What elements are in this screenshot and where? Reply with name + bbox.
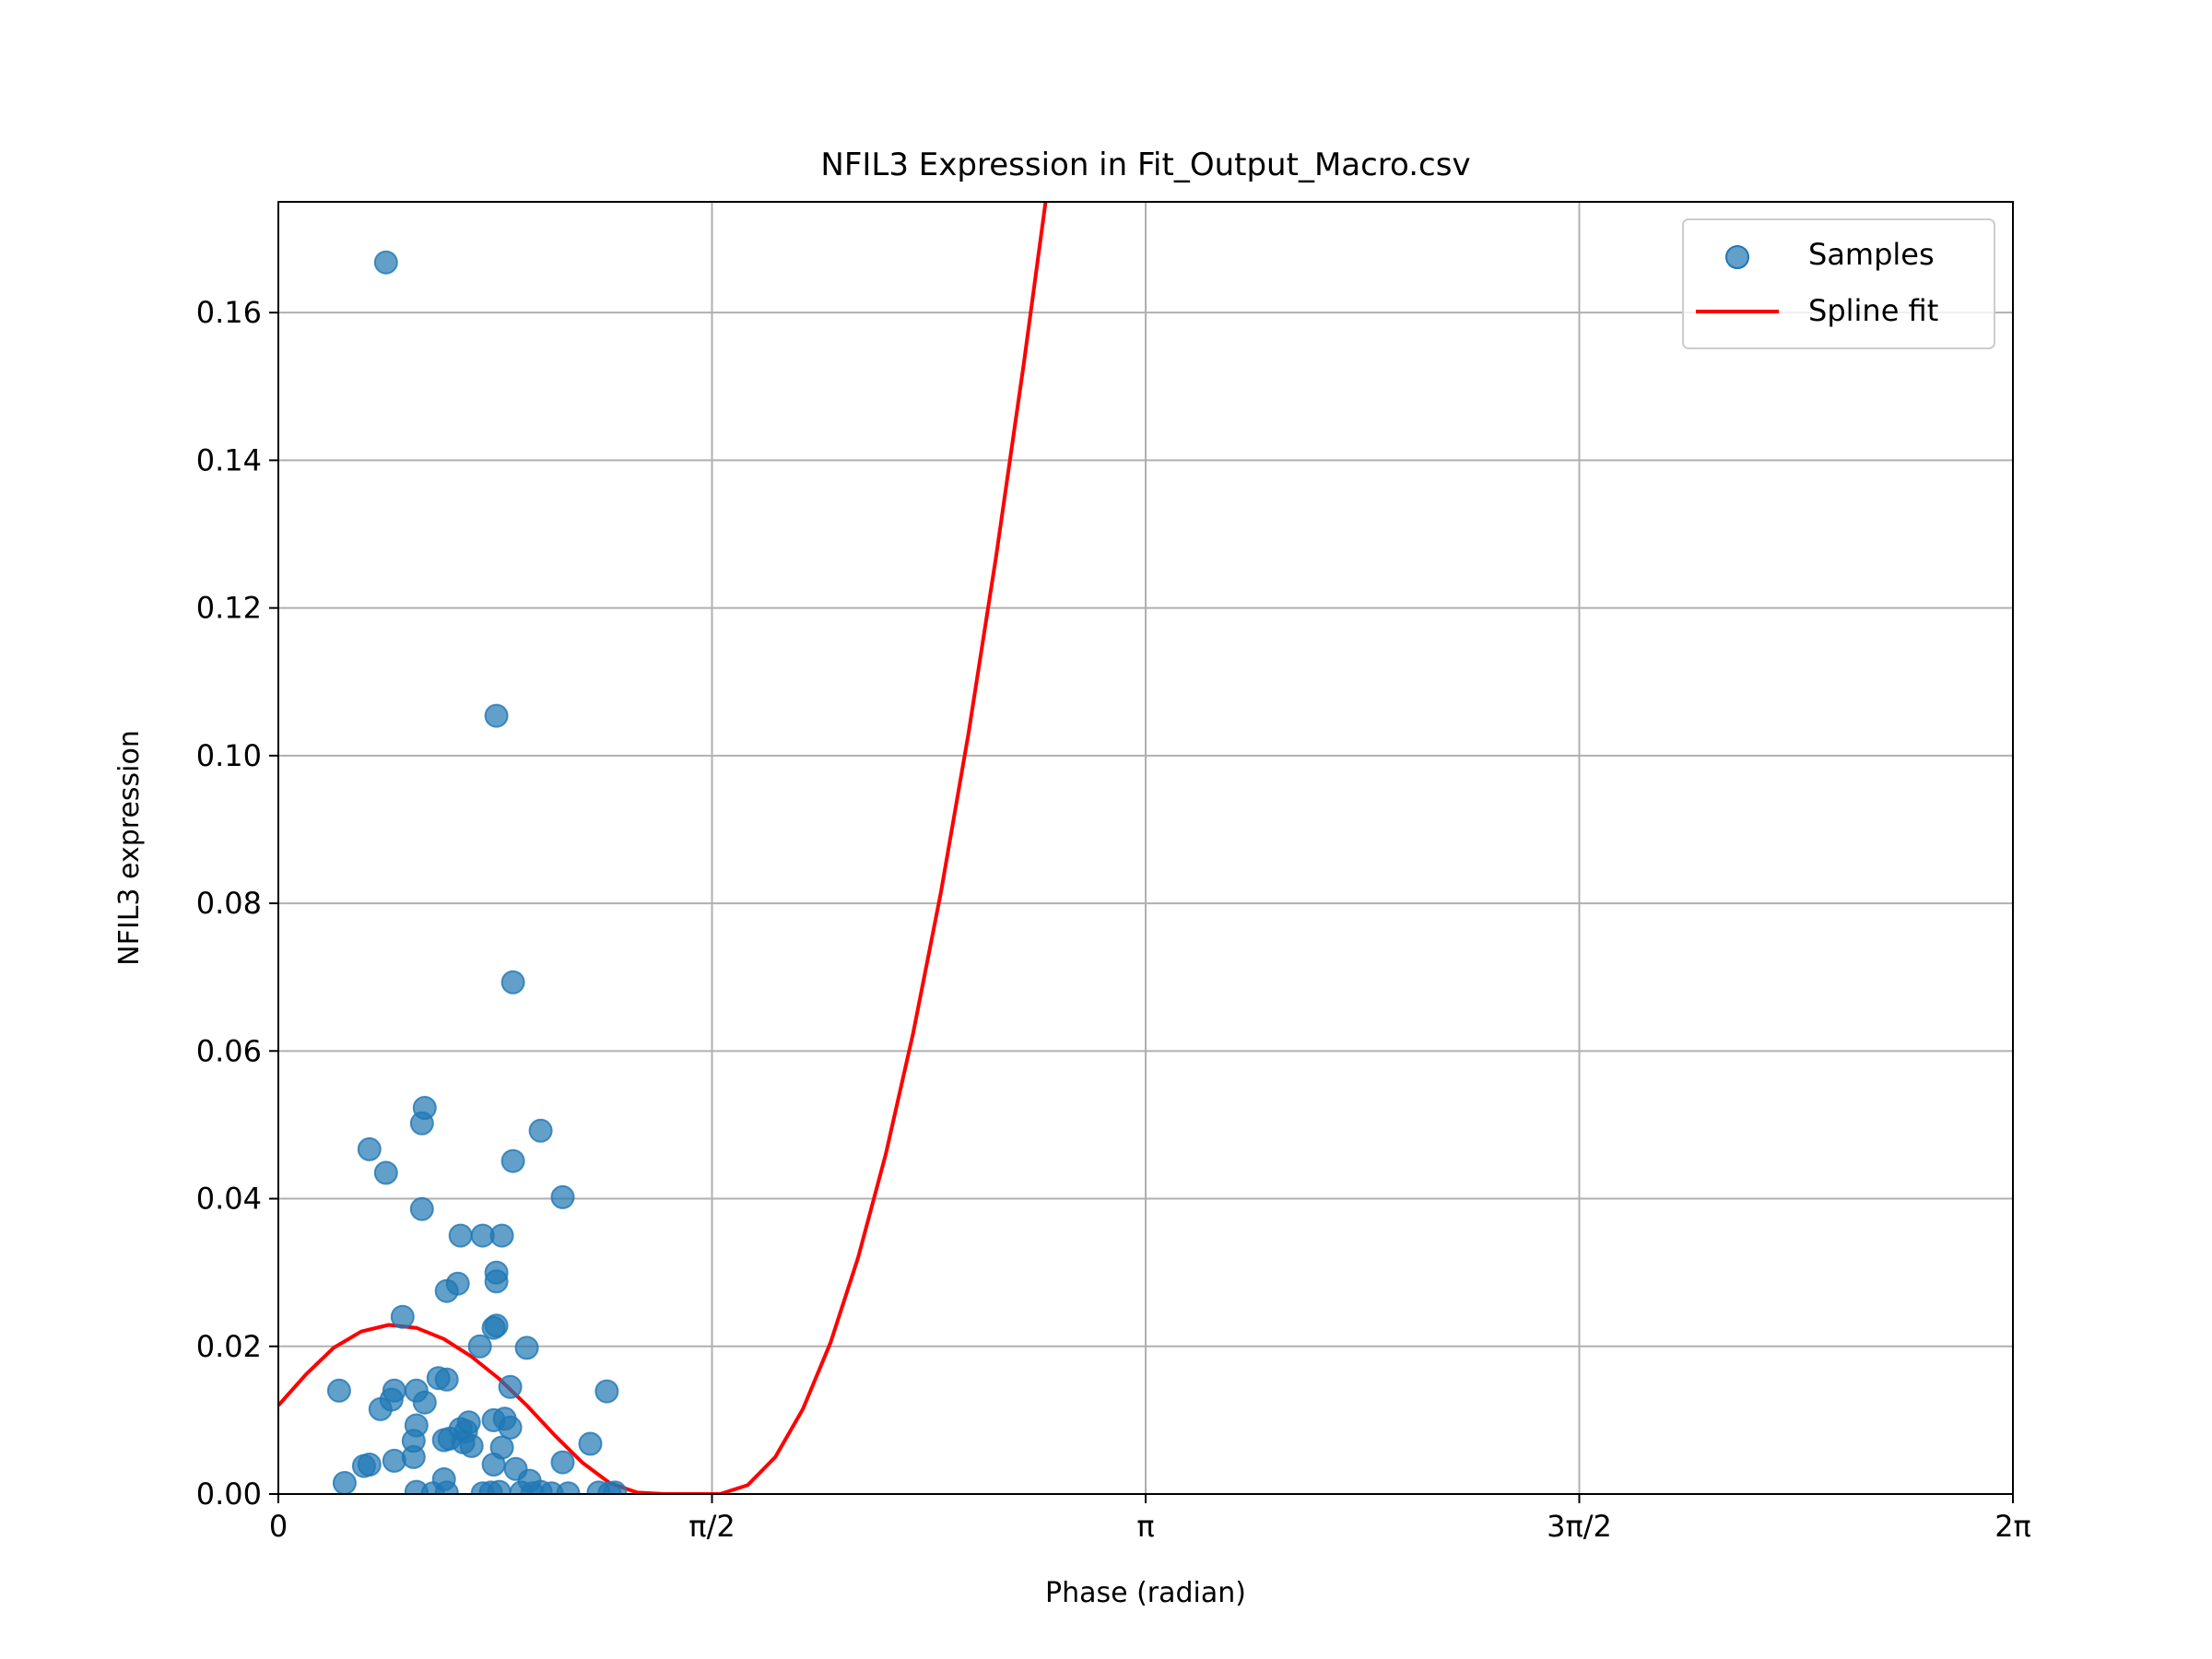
- sample-point: [481, 1453, 506, 1477]
- sample-point: [373, 1160, 398, 1185]
- sample-point: [459, 1433, 484, 1458]
- y-tick-label: 0.06: [196, 1033, 262, 1068]
- sample-point: [484, 1269, 509, 1294]
- x-tick-label: π/2: [688, 1509, 735, 1544]
- sample-point: [514, 1335, 539, 1360]
- sample-point: [326, 1378, 351, 1403]
- sample-point: [500, 1148, 525, 1173]
- sample-point: [528, 1118, 553, 1143]
- sample-point: [498, 1374, 523, 1399]
- legend-frame: [1682, 218, 1995, 349]
- legend-samples-marker: [1725, 245, 1749, 269]
- x-tick-label: 2π: [1994, 1509, 2031, 1544]
- sample-point: [434, 1480, 459, 1494]
- legend: Samples Spline fit: [1682, 218, 1995, 349]
- sample-point: [594, 1379, 619, 1404]
- legend-samples-label: Samples: [1808, 237, 1935, 272]
- y-tick-label: 0.10: [196, 738, 262, 773]
- sample-point: [498, 1415, 523, 1440]
- sample-point: [434, 1367, 459, 1392]
- sample-point: [489, 1223, 514, 1248]
- sample-point: [550, 1184, 575, 1209]
- y-tick-label: 0.02: [196, 1329, 262, 1364]
- x-axis: 0 π/2 π 3π/2 2π: [269, 1494, 2031, 1544]
- sample-point: [603, 1480, 628, 1494]
- sample-point: [484, 703, 509, 728]
- sample-point: [412, 1390, 437, 1415]
- legend-spline-label: Spline fit: [1808, 293, 1938, 328]
- sample-point: [434, 1278, 459, 1303]
- sample-point: [467, 1334, 492, 1359]
- sample-point: [550, 1450, 575, 1475]
- sample-point: [412, 1096, 437, 1120]
- chart-title: NFIL3 Expression in Fit_Output_Macro.csv: [820, 147, 1470, 183]
- sample-point: [373, 250, 398, 275]
- sample-point: [481, 1315, 506, 1340]
- sample-point: [401, 1444, 426, 1469]
- sample-point: [500, 970, 525, 994]
- y-axis-label: NFIL3 expression: [113, 730, 146, 966]
- x-axis-label: Phase (radian): [1045, 1577, 1246, 1609]
- sample-point: [382, 1448, 406, 1473]
- y-tick-label: 0.12: [196, 591, 262, 626]
- sample-point: [390, 1304, 415, 1329]
- sample-point: [332, 1471, 357, 1494]
- y-tick-label: 0.00: [196, 1477, 262, 1512]
- scatter-series: [326, 250, 628, 1494]
- y-tick-label: 0.08: [196, 886, 262, 921]
- sample-point: [409, 1196, 434, 1221]
- sample-point: [357, 1136, 382, 1161]
- sample-point: [448, 1223, 473, 1248]
- x-tick-label: 3π/2: [1547, 1509, 1612, 1544]
- y-tick-label: 0.14: [196, 442, 262, 477]
- y-tick-label: 0.04: [196, 1182, 262, 1217]
- y-axis: 0.00 0.02 0.04 0.06 0.08 0.10 0.12 0.14 0.16: [196, 295, 278, 1512]
- y-tick-label: 0.16: [196, 295, 262, 330]
- x-tick-label: π: [1136, 1509, 1154, 1544]
- x-tick-label: 0: [269, 1509, 288, 1544]
- sample-point: [357, 1453, 382, 1477]
- sample-point: [379, 1387, 404, 1412]
- sample-point: [578, 1431, 603, 1456]
